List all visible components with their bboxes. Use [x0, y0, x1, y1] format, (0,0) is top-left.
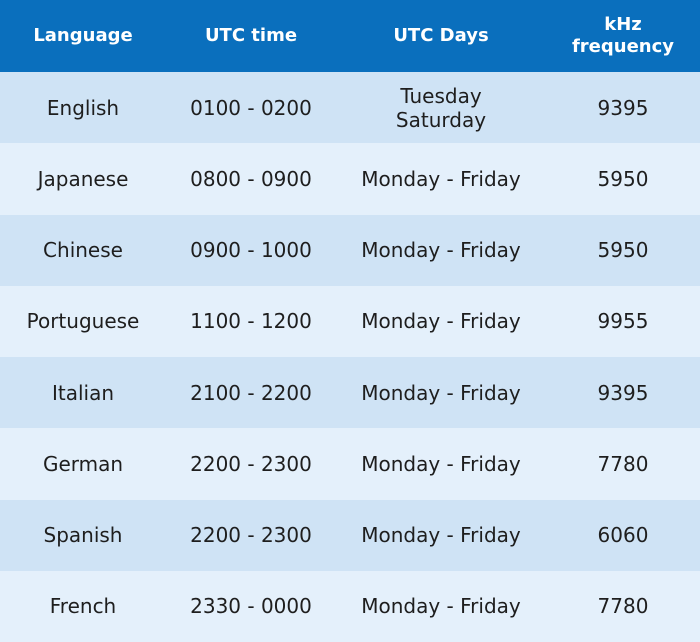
utc-days-line: Monday - Friday [361, 380, 521, 405]
header-frequency: kHz frequency [546, 0, 700, 72]
cell-frequency: 5950 [546, 214, 700, 286]
cell-frequency: 6060 [546, 499, 700, 571]
cell-utc-time: 2200 - 2300 [166, 499, 336, 571]
cell-utc-days: Monday - Friday [336, 499, 546, 571]
cell-utc-days: Monday - Friday [336, 143, 546, 215]
header-frequency-label: frequency [571, 36, 675, 57]
utc-days-line: Monday - Friday [361, 523, 521, 548]
cell-utc-time: 0900 - 1000 [166, 214, 336, 286]
utc-days-line: Tuesday [400, 83, 482, 108]
cell-frequency: 9395 [546, 357, 700, 429]
table-row: French 2330 - 0000 Monday - Friday 7780 [0, 570, 700, 642]
table-row: Spanish 2200 - 2300 Monday - Friday 6060 [0, 499, 700, 571]
cell-language: German [0, 428, 166, 500]
cell-language: Spanish [0, 499, 166, 571]
table-row: Italian 2100 - 2200 Monday - Friday 9395 [0, 357, 700, 429]
header-language: Language [0, 0, 166, 72]
cell-language: Portuguese [0, 285, 166, 357]
table-row: German 2200 - 2300 Monday - Friday 7780 [0, 428, 700, 500]
header-frequency-unit: kHz [604, 14, 642, 35]
table-row: Japanese 0800 - 0900 Monday - Friday 5950 [0, 143, 700, 215]
cell-language: French [0, 570, 166, 642]
utc-days-line: Monday - Friday [361, 309, 521, 334]
cell-utc-time: 0800 - 0900 [166, 143, 336, 215]
cell-frequency: 7780 [546, 570, 700, 642]
cell-language: Chinese [0, 214, 166, 286]
cell-frequency: 7780 [546, 428, 700, 500]
table-body: English 0100 - 0200 Tuesday Saturday 9395 Jap… [0, 72, 700, 642]
cell-utc-time: 0100 - 0200 [166, 72, 336, 144]
header-row: Language UTC time UTC Days kHz frequency [0, 0, 700, 72]
utc-days-line: Saturday [395, 107, 487, 132]
cell-utc-days: Monday - Friday [336, 214, 546, 286]
cell-utc-days: Tuesday Saturday [336, 72, 546, 144]
cell-language: Japanese [0, 143, 166, 215]
header-utc-time: UTC time [166, 0, 336, 72]
utc-days-line: Monday - Friday [361, 166, 521, 191]
cell-utc-days: Monday - Friday [336, 428, 546, 500]
cell-language: English [0, 72, 166, 144]
table-row: Chinese 0900 - 1000 Monday - Friday 5950 [0, 214, 700, 286]
cell-utc-time: 2330 - 0000 [166, 570, 336, 642]
header-utc-days: UTC Days [336, 0, 546, 72]
cell-utc-time: 2100 - 2200 [166, 357, 336, 429]
utc-days-line: Monday - Friday [361, 451, 521, 476]
cell-utc-time: 1100 - 1200 [166, 285, 336, 357]
cell-frequency: 9955 [546, 285, 700, 357]
table-row: Portuguese 1100 - 1200 Monday - Friday 9955 [0, 285, 700, 357]
cell-frequency: 5950 [546, 143, 700, 215]
table-header: Language UTC time UTC Days kHz frequency [0, 0, 700, 72]
cell-language: Italian [0, 357, 166, 429]
utc-days-line: Monday - Friday [361, 594, 521, 619]
cell-frequency: 9395 [546, 72, 700, 144]
cell-utc-days: Monday - Friday [336, 570, 546, 642]
utc-days-line: Monday - Friday [361, 238, 521, 263]
table-row: English 0100 - 0200 Tuesday Saturday 9395 [0, 72, 700, 144]
cell-utc-days: Monday - Friday [336, 285, 546, 357]
cell-utc-days: Monday - Friday [336, 357, 546, 429]
cell-utc-time: 2200 - 2300 [166, 428, 336, 500]
